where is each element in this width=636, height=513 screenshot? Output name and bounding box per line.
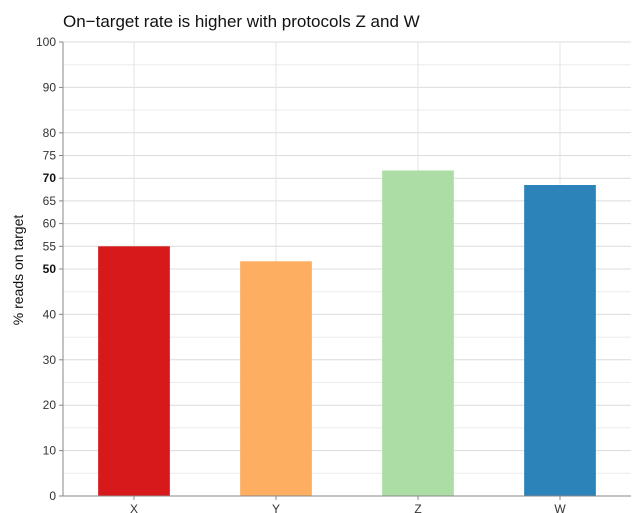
tick-labels: 0 10 20 30 40 50 55 60 65 70 75 80 90 100 X Y Z W [36, 35, 566, 513]
y-tick-label: 30 [43, 353, 57, 367]
bars [98, 170, 596, 496]
bar-x [98, 246, 170, 496]
chart-title: On−target rate is higher with protocols … [63, 12, 420, 31]
bar-y [240, 261, 312, 496]
x-tick-label: Z [414, 502, 421, 513]
y-tick-label: 90 [43, 80, 57, 94]
y-tick-label: 50 [43, 262, 57, 276]
y-tick-label: 10 [43, 444, 57, 458]
x-tick-label: Y [272, 502, 280, 513]
y-tick-label: 100 [36, 35, 56, 49]
axes [59, 41, 631, 500]
y-tick-label: 55 [43, 239, 57, 253]
x-tick-label: W [554, 502, 566, 513]
y-tick-label: 0 [49, 489, 56, 503]
y-tick-label: 60 [43, 217, 57, 231]
bar-w [524, 185, 596, 496]
y-tick-label: 75 [43, 149, 57, 163]
y-tick-label: 20 [43, 398, 57, 412]
y-tick-label: 65 [43, 194, 57, 208]
x-tick-label: X [130, 502, 138, 513]
y-tick-label: 70 [43, 171, 57, 185]
bar-z [382, 170, 454, 496]
y-tick-label: 80 [43, 126, 57, 140]
y-tick-label: 40 [43, 307, 57, 321]
y-axis-title: % reads on target [10, 215, 26, 326]
